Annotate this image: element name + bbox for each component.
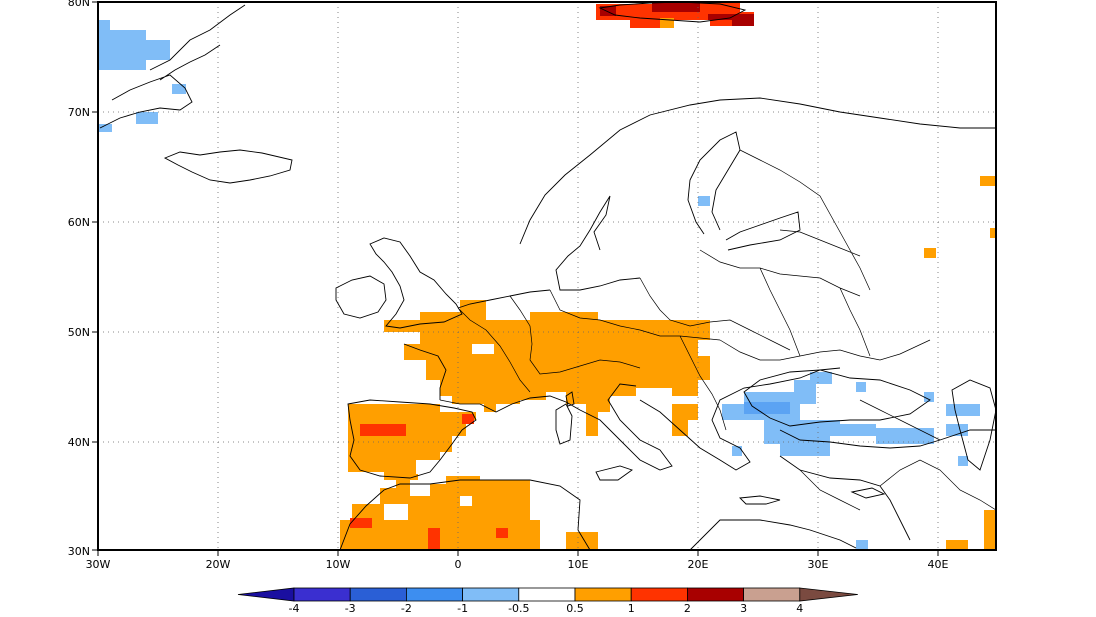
anomaly-region-svalbard xyxy=(596,2,754,28)
lat-label-30n: 30N xyxy=(68,545,90,558)
anomaly-layer xyxy=(98,2,996,550)
anomaly-cell-russia-3 xyxy=(990,228,996,238)
map-frame xyxy=(97,1,997,551)
colorbar-swatch-7 xyxy=(630,587,688,602)
lon-label-40e: 40E xyxy=(928,558,949,571)
anomaly-gap-1 xyxy=(472,344,494,354)
anomaly-cell-east-3 xyxy=(946,424,968,436)
colorbar-label-0: -4 xyxy=(289,602,300,615)
anomaly-cell-aegean xyxy=(732,446,742,456)
colorbar-label-1: -3 xyxy=(345,602,356,615)
anomaly-gap-3 xyxy=(384,504,408,520)
anomaly-cell-east-1 xyxy=(924,392,934,402)
anomaly-cell-greenland-2 xyxy=(136,112,158,124)
colorbar: -4 -3 -2 -1 -0.5 0.5 1 2 3 4 xyxy=(237,587,858,615)
colorbar-swatch-3 xyxy=(405,587,463,602)
anomaly-cell-finland xyxy=(698,196,710,206)
lon-label-10e: 10E xyxy=(568,558,589,571)
graticule xyxy=(98,2,996,550)
lat-label-60n: 60N xyxy=(68,216,90,229)
colorbar-swatch-6 xyxy=(574,587,632,602)
axis-ticks xyxy=(92,1,939,556)
anomaly-region-north-africa xyxy=(340,476,540,550)
anomaly-cell-greenland-4 xyxy=(172,84,186,94)
colorbar-label-8: 3 xyxy=(740,602,747,615)
anomaly-red-africa-2 xyxy=(428,528,440,550)
colorbar-min-arrow xyxy=(237,587,295,602)
anomaly-cell-east-6 xyxy=(856,540,868,550)
anomaly-orange-svalbard xyxy=(660,18,674,28)
colorbar-swatch-8 xyxy=(687,587,745,602)
anomaly-region-balkans xyxy=(672,404,698,436)
anomaly-gap-4 xyxy=(460,496,472,506)
lon-label-20w: 20W xyxy=(206,558,231,571)
colorbar-label-4: -0.5 xyxy=(508,602,529,615)
anomaly-gap-2 xyxy=(416,460,440,474)
colorbar-label-2: -2 xyxy=(401,602,412,615)
anomaly-cell-mideast-1 xyxy=(946,540,968,550)
anomaly-region-iberia xyxy=(348,404,476,480)
colorbar-swatch-1 xyxy=(293,587,351,602)
anomaly-region-black-sea xyxy=(722,372,934,456)
anomaly-cell-mideast-2 xyxy=(984,510,996,550)
colorbar-label-7: 2 xyxy=(684,602,691,615)
anomaly-region-tunisia xyxy=(566,532,598,550)
colorbar-swatch-4 xyxy=(462,587,520,602)
colorbar-label-9: 4 xyxy=(796,602,803,615)
colorbar-label-5: 0.5 xyxy=(566,602,584,615)
anomaly-red-africa-1 xyxy=(350,518,372,528)
lon-label-30e: 30E xyxy=(808,558,829,571)
colorbar-swatch-2 xyxy=(349,587,407,602)
anomaly-cell-east-5 xyxy=(856,382,866,392)
anomaly-cell-blacksea-dark xyxy=(744,402,790,414)
lon-label-0: 0 xyxy=(455,558,462,571)
anomaly-cell-east-2 xyxy=(946,404,980,416)
lat-label-50n: 50N xyxy=(68,326,90,339)
colorbar-label-3: -1 xyxy=(457,602,468,615)
lon-label-20e: 20E xyxy=(688,558,709,571)
anomaly-red-iberia-2 xyxy=(462,414,474,424)
anomaly-cell-russia-1 xyxy=(980,176,996,186)
anomaly-cell-russia-2 xyxy=(924,248,936,258)
anomaly-region-central-europe xyxy=(384,300,710,436)
anomaly-region-greenland xyxy=(98,20,170,70)
anomaly-red-iberia xyxy=(360,424,406,436)
colorbar-label-6: 1 xyxy=(628,602,635,615)
colorbar-swatch-9 xyxy=(743,587,801,602)
colorbar-max-arrow xyxy=(799,587,858,602)
colorbar-swatch-5 xyxy=(518,587,576,602)
anomaly-red-africa-3 xyxy=(496,528,508,538)
longitude-labels: 30W 20W 10W 0 10E 20E 30E 40E xyxy=(86,558,949,571)
country-borders xyxy=(439,149,997,511)
lat-label-40n: 40N xyxy=(68,436,90,449)
lon-label-30w: 30W xyxy=(86,558,111,571)
coastlines xyxy=(99,1,997,551)
latitude-labels: 30N 40N 50N 60N 70N 80N xyxy=(68,0,90,558)
lon-label-10w: 10W xyxy=(326,558,351,571)
anomaly-cell-greenland-3 xyxy=(98,124,112,132)
lat-label-80n: 80N xyxy=(68,0,90,9)
lat-label-70n: 70N xyxy=(68,106,90,119)
anomaly-cell-east-4 xyxy=(958,456,968,466)
